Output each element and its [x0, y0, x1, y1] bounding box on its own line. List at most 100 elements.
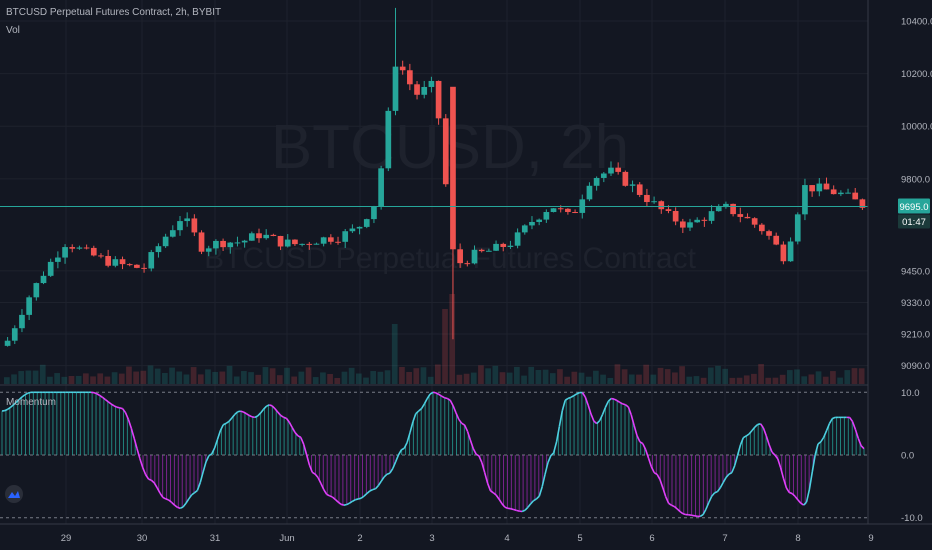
volume-bar	[341, 371, 348, 384]
candle-body	[830, 189, 837, 195]
momentum-tick-label: 0.0	[901, 451, 914, 462]
candle-body	[320, 237, 327, 244]
candle-body	[313, 243, 320, 245]
momentum-line-segment	[156, 487, 161, 494]
candle-body	[766, 231, 772, 236]
momentum-line-segment	[708, 495, 713, 503]
time-tick-label: 29	[61, 533, 72, 544]
momentum-line-segment	[535, 495, 540, 500]
momentum-line-segment	[653, 472, 658, 476]
tradingview-logo-icon[interactable]	[5, 485, 23, 503]
candle-body	[342, 231, 349, 242]
momentum-line-segment	[7, 406, 12, 410]
chart-title: BTCUSD Perpetual Futures Contract, 2h, B…	[6, 7, 222, 18]
volume-bar	[722, 368, 729, 384]
volume-bar	[162, 372, 168, 384]
volume-bar	[772, 377, 779, 384]
candle-body	[723, 203, 729, 208]
momentum-line-segment	[412, 413, 417, 423]
momentum-line-segment	[446, 397, 451, 401]
momentum-line-segment	[441, 395, 445, 399]
momentum-tick-label: 10.0	[901, 388, 920, 399]
momentum-line-segment	[521, 509, 526, 513]
candle-body	[198, 232, 205, 252]
volume-bar	[492, 365, 499, 384]
candle-body	[572, 211, 578, 213]
volume-bar	[334, 377, 341, 384]
volume-bar	[219, 371, 226, 384]
momentum-line-segment	[616, 399, 621, 403]
momentum-line-segment	[828, 418, 834, 424]
volume-bar	[25, 370, 32, 384]
momentum-line-segment	[576, 391, 580, 395]
momentum-line-segment	[262, 405, 267, 410]
candle-body	[328, 237, 334, 242]
volume-bar	[715, 365, 721, 384]
momentum-line-segment	[475, 453, 480, 457]
momentum-line-segment	[461, 422, 466, 426]
momentum-line-segment	[320, 483, 325, 491]
candle-body	[715, 207, 722, 212]
volume-bar	[858, 368, 865, 384]
candle-body	[98, 255, 104, 257]
momentum-line-segment	[302, 444, 308, 455]
momentum-line-segment	[492, 492, 497, 496]
candle-body	[184, 218, 191, 222]
candle-body	[112, 259, 119, 266]
candle-body	[26, 297, 32, 315]
volume-bar	[32, 370, 39, 384]
volume-bar	[420, 367, 427, 384]
momentum-line-segment	[622, 403, 626, 406]
volume-bar	[593, 370, 599, 384]
volume-bar	[549, 373, 556, 384]
candle-body	[33, 283, 40, 298]
momentum-line-segment	[177, 506, 181, 510]
momentum-line-segment	[673, 505, 678, 510]
volume-bar	[83, 373, 89, 384]
candle-body	[335, 241, 341, 243]
volume-bar	[679, 366, 685, 384]
candle-body	[62, 247, 68, 258]
momentum-line-segment	[334, 498, 339, 503]
volume-bar	[478, 365, 484, 384]
volume-bar	[61, 376, 68, 384]
volume-bar	[707, 367, 714, 384]
volume-bar	[585, 376, 592, 384]
volume-bar	[47, 376, 53, 384]
momentum-line-segment	[317, 477, 322, 484]
momentum-line-segment	[240, 410, 244, 413]
momentum-line-segment	[142, 467, 147, 476]
momentum-line-segment	[805, 489, 811, 503]
momentum-line-segment	[139, 458, 144, 468]
volume-bar	[700, 377, 707, 384]
volume-bar	[521, 375, 527, 384]
momentum-line-segment	[394, 454, 400, 463]
momentum-line-segment	[498, 498, 503, 505]
momentum-line-segment	[159, 492, 164, 498]
candle-body	[773, 235, 780, 245]
volume-bar	[327, 374, 333, 384]
momentum-line-segment	[213, 439, 219, 449]
momentum-line-segment	[630, 414, 635, 426]
momentum-line-segment	[513, 508, 517, 512]
momentum-line-segment	[418, 408, 423, 412]
momentum-line-segment	[188, 494, 193, 500]
momentum-line-segment	[558, 410, 564, 427]
momentum-line-segment	[731, 465, 736, 473]
volume-bar	[269, 368, 276, 384]
momentum-line-segment	[714, 490, 718, 494]
momentum-line-segment	[285, 417, 290, 423]
volume-bar	[485, 368, 491, 384]
momentum-line-segment	[127, 419, 133, 429]
momentum-line-segment	[495, 494, 500, 500]
volume-bar	[779, 374, 786, 384]
momentum-line-segment	[259, 408, 265, 414]
candle-body	[40, 275, 47, 284]
candle-body	[277, 235, 284, 247]
price-tick-label: 9210.0	[901, 330, 930, 341]
volume-bar	[11, 374, 17, 384]
momentum-line-segment	[490, 490, 494, 494]
candle-body	[392, 66, 399, 111]
momentum-line-segment	[12, 401, 17, 406]
candle-body	[292, 239, 298, 245]
